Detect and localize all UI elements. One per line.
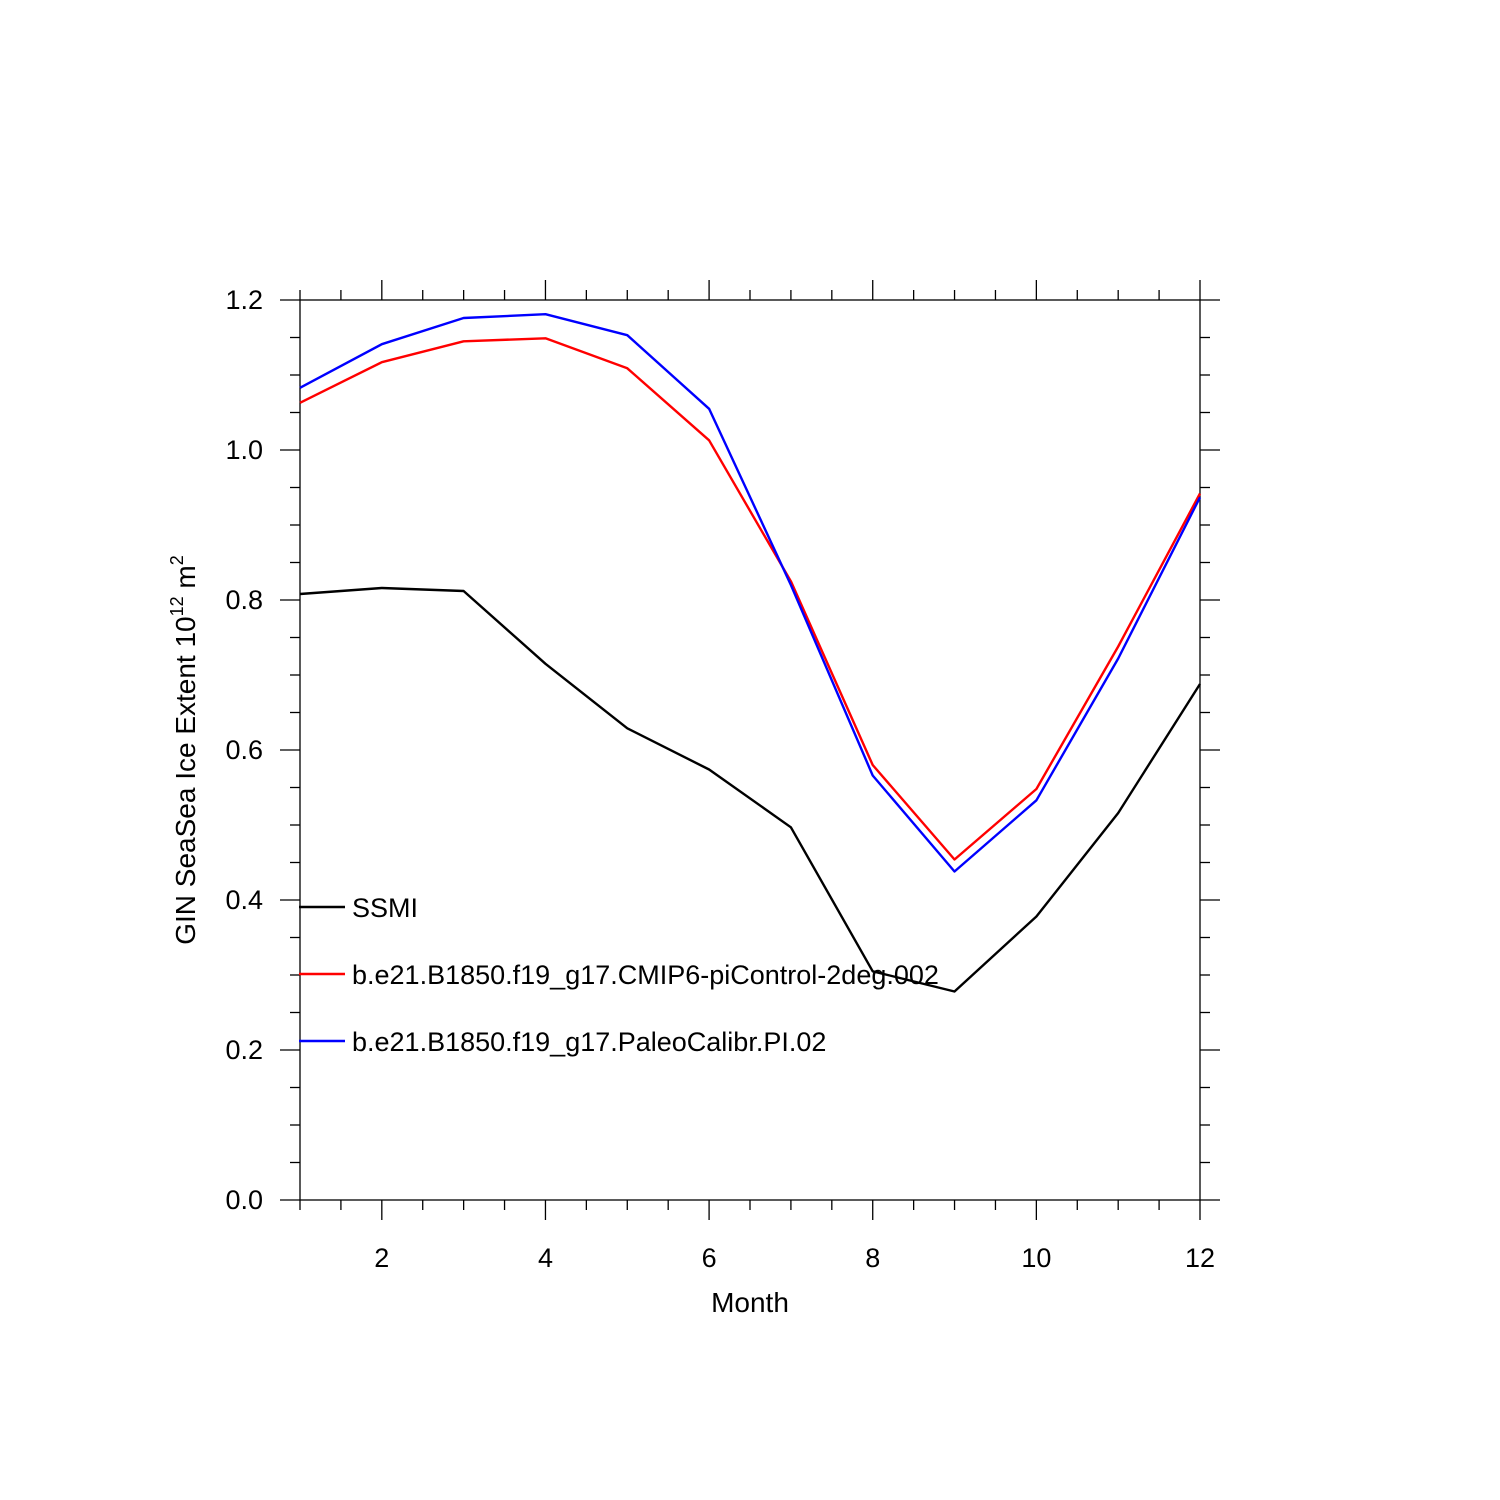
legend-label-1: SSMI	[352, 893, 418, 923]
y-tick-label: 0.4	[225, 885, 263, 915]
y-tick-label: 0.2	[225, 1035, 263, 1065]
x-tick-label: 2	[374, 1243, 389, 1273]
y-axis-title-unit: m	[170, 565, 201, 596]
x-tick-label: 6	[702, 1243, 717, 1273]
y-axis-title-base: GIN SeaSea Ice Extent 10	[170, 616, 201, 944]
y-tick-label: 0.6	[225, 735, 263, 765]
y-axis-title: GIN SeaSea Ice Extent 1012 m2	[167, 555, 201, 945]
y-tick-label: 1.2	[225, 285, 263, 315]
y-tick-label: 1.0	[225, 435, 263, 465]
x-axis-title: Month	[711, 1287, 789, 1318]
legend-label-3: b.e21.B1850.f19_g17.PaleoCalibr.PI.02	[352, 1027, 826, 1057]
y-axis-title-exponent: 12	[167, 596, 187, 616]
x-tick-label: 8	[865, 1243, 880, 1273]
y-tick-label: 0.0	[225, 1185, 263, 1215]
legend: SSMI b.e21.B1850.f19_g17.CMIP6-piControl-…	[299, 893, 939, 1057]
data-series	[299, 313, 1202, 993]
x-tick-label: 12	[1185, 1243, 1215, 1273]
y-axis-title-unit-exponent: 2	[167, 555, 187, 565]
series-line-2	[299, 337, 1202, 861]
legend-label-2: b.e21.B1850.f19_g17.CMIP6-piControl-2deg…	[352, 960, 939, 990]
series-line-1	[299, 586, 1202, 993]
axis-ticks	[280, 280, 1220, 1220]
tick-labels: 2 4 6 8 10 12 0.0 0.2 0.4 0.6 0.8 1.0 1.2	[225, 285, 1215, 1273]
x-tick-label: 10	[1021, 1243, 1051, 1273]
y-tick-label: 0.8	[225, 585, 263, 615]
x-tick-label: 4	[538, 1243, 553, 1273]
series-line-3	[299, 313, 1202, 873]
